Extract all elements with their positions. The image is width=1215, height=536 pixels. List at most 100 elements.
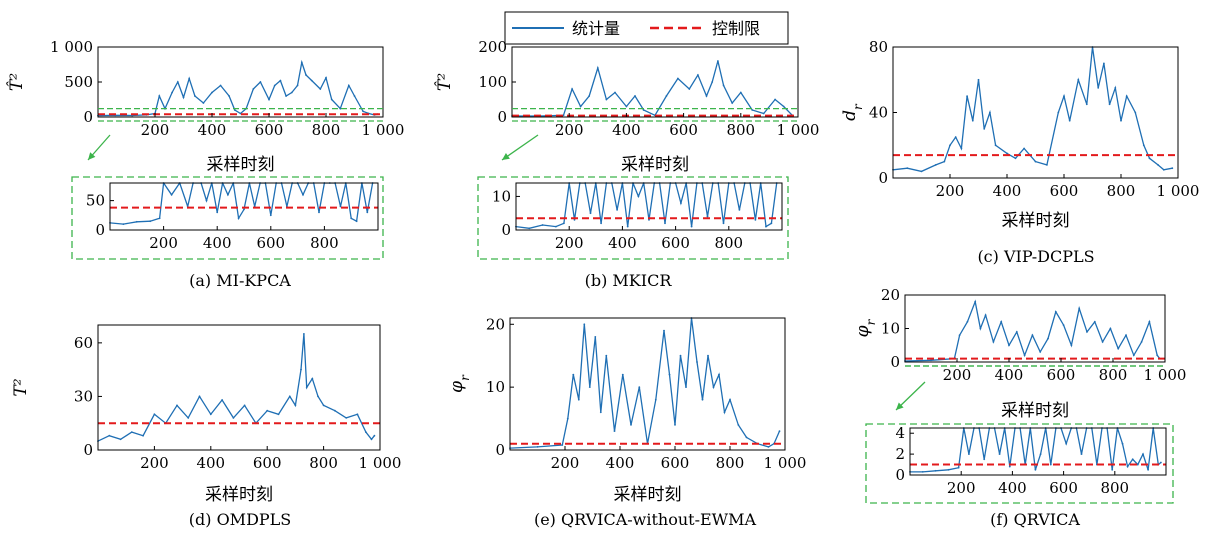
zoom-a-point: [318, 211, 320, 214]
plot-a-point: [228, 95, 231, 97]
plot-a-point: [194, 95, 196, 97]
plot-c-point: [994, 144, 997, 147]
plot-f-point: [1086, 331, 1088, 333]
zoom-f-point: [1121, 442, 1124, 445]
zoom-b-frame: [515, 182, 783, 231]
zoom-f-point: [1065, 442, 1068, 445]
plot-d-point: [317, 395, 319, 398]
zoom-a-point: [205, 199, 208, 202]
zoom-a: 200 400 600 800 0 50: [86, 182, 379, 252]
plot-d-xlabel: 采样时刻: [205, 485, 273, 505]
plot-f-point: [974, 300, 977, 303]
plot-e-point: [613, 430, 616, 432]
plot-d-point: [294, 404, 297, 407]
zoom-a-xtick-label: 800: [310, 234, 339, 252]
zoom-b-xtick-label: 400: [608, 234, 637, 252]
plot-a-point: [347, 84, 350, 87]
plot-d-statistic-line: [98, 333, 375, 442]
plot-f-xtick-label: 800: [1099, 366, 1128, 384]
plot-b-xlabel: 采样时刻: [621, 155, 689, 175]
plot-f-point: [1008, 344, 1010, 347]
zoom-a-point: [366, 211, 369, 214]
zoom-f-point: [998, 453, 1001, 455]
plot-d-point: [243, 404, 246, 407]
plot-d-xtick-label: 1 000: [359, 454, 402, 472]
plot-d: 200 400 600 800 1 000 0 30 60: [74, 324, 402, 472]
plot-a-point: [268, 98, 270, 101]
zoom-b-arrow: [501, 134, 539, 161]
zoom-b-point: [616, 209, 618, 211]
zoom-f-point: [1080, 453, 1083, 455]
plot-f-point: [1148, 320, 1151, 323]
plot-d-ytick-label: 0: [83, 441, 93, 459]
zoom-f-ytick-label: 0: [895, 466, 905, 484]
plot-c-point: [1068, 119, 1071, 122]
plot-c-point: [1134, 111, 1137, 114]
plot-d-point: [142, 434, 145, 437]
plot-d-frame: [97, 324, 381, 451]
plot-c-point: [1006, 152, 1008, 155]
legend: 统计量 控制限: [504, 11, 789, 45]
plot-a-point: [339, 107, 342, 110]
plot-d-point: [108, 434, 111, 437]
plot-e-point: [745, 436, 748, 439]
plot-f-ytick-label: 20: [881, 286, 900, 304]
plot-c-point: [949, 144, 951, 147]
plot-d-xtick-label: 800: [309, 454, 338, 472]
plot-a-point: [305, 74, 307, 76]
plot-e-point: [685, 386, 687, 388]
caption-b: (b) MKICR: [585, 271, 673, 290]
plot-a: 200 400 600 800 1 000 0 500 1 000: [50, 38, 404, 139]
plot-d-point: [119, 438, 122, 441]
plot-f-point: [1125, 334, 1127, 337]
plot-b-point: [717, 60, 719, 62]
plot-b-point: [677, 77, 679, 80]
zoom-a-point: [170, 193, 173, 196]
plot-e-xtick-label: 800: [716, 454, 745, 472]
plot-e-point: [723, 411, 726, 414]
plot-a-point: [300, 61, 303, 64]
zoom-f-point: [1136, 463, 1139, 466]
caption-f: (f) QRVICA: [990, 510, 1080, 529]
plot-a-xtick-label: 400: [198, 121, 227, 139]
plot-c-point: [1014, 157, 1017, 160]
zoom-b-point: [589, 212, 592, 215]
plot-d-point: [277, 413, 280, 416]
plot-d-point: [356, 413, 359, 416]
plot-d-point: [221, 399, 224, 401]
zoom-f-xtick-label: 800: [1100, 479, 1129, 497]
plot-e-point: [605, 354, 608, 357]
plot-b-point: [739, 91, 742, 94]
plot-f-point: [1062, 324, 1065, 326]
plot-b-point: [751, 109, 754, 111]
plot-b: 200 400 600 800 1 000 0 100 200: [478, 38, 819, 139]
plot-b-point: [688, 88, 691, 90]
plot-d-point: [187, 417, 190, 419]
plot-e-point: [588, 386, 591, 388]
plot-a-point: [279, 79, 282, 82]
plot-c-statistic-line: [893, 47, 1173, 173]
plot-e-point: [654, 398, 657, 401]
plot-b-point: [605, 98, 608, 101]
plot-d-point: [345, 417, 348, 419]
plot-f-ylabel: φr: [853, 318, 878, 337]
plot-a-point: [252, 88, 255, 90]
zoom-a-point: [216, 211, 219, 214]
plot-f-point: [930, 359, 932, 362]
plot-b-point: [579, 105, 582, 108]
plot-f-point: [984, 314, 987, 316]
plot-c-point: [906, 167, 909, 170]
zoom-a-xtick-label: 600: [256, 234, 285, 252]
plot-b-point: [705, 95, 708, 97]
plot-c-point: [989, 111, 991, 114]
plot-c-point: [1097, 87, 1100, 89]
plot-c-point: [983, 127, 986, 130]
plot-f-xtick-label: 1 000: [1144, 366, 1187, 384]
zoom-f-point: [934, 469, 937, 472]
caption-a: (a) MI-KPCA: [189, 271, 291, 290]
plot-e-xlabel: 采样时刻: [614, 485, 682, 505]
zoom-f-point: [983, 458, 986, 461]
